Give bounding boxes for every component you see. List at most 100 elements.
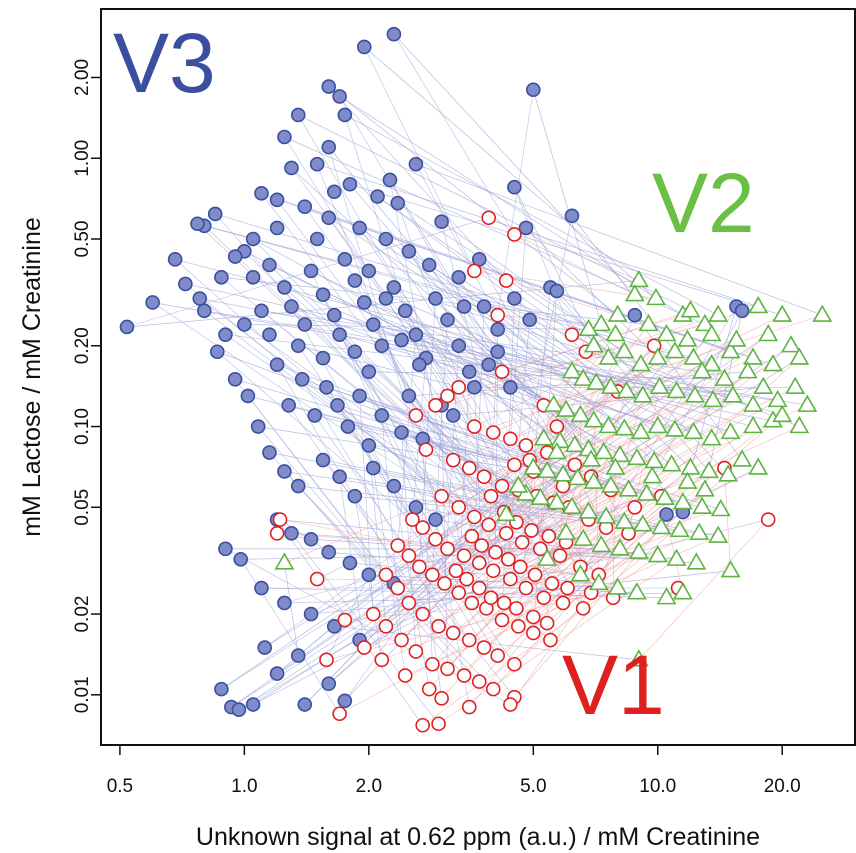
v3-point [371, 190, 384, 203]
v1-point [402, 596, 415, 609]
v3-point [491, 323, 504, 336]
v2-point [691, 524, 708, 539]
v2-point [734, 451, 751, 466]
v1-point [441, 389, 454, 402]
v1-point [419, 443, 432, 456]
v3-point [333, 328, 346, 341]
v1-point [452, 501, 465, 514]
v3-point [285, 300, 298, 313]
v1-point [565, 328, 578, 341]
v1-point [379, 620, 392, 633]
v1-point [577, 602, 590, 615]
v1-point [395, 634, 408, 647]
v1-point [468, 511, 481, 524]
v1-point [561, 582, 574, 595]
v2-point [551, 432, 568, 447]
v1-point [482, 211, 495, 224]
v1-point [484, 490, 497, 503]
v1-point [429, 399, 442, 412]
v3-point [328, 309, 341, 322]
v1-point [375, 653, 388, 666]
v3-point [258, 641, 271, 654]
v3-point [296, 373, 309, 386]
v1-point [541, 617, 554, 630]
v3-point [429, 292, 442, 305]
v1-point [568, 458, 581, 471]
v3-point [367, 462, 380, 475]
v2-point [791, 418, 808, 433]
v3-point [402, 245, 415, 258]
v1-point [458, 669, 471, 682]
v3-point [247, 271, 260, 284]
v1-point [473, 675, 486, 688]
v1-point [463, 462, 476, 475]
v3-point [519, 221, 532, 234]
v3-point [409, 328, 422, 341]
v3-point [215, 271, 228, 284]
v3-point [278, 131, 291, 144]
v1-point [409, 409, 422, 422]
v3-point [387, 28, 400, 41]
v3-point [298, 698, 311, 711]
v3-point [423, 259, 436, 272]
y-tick-label: 0.50 [72, 221, 93, 258]
v3-point [343, 178, 356, 191]
v2-point [688, 554, 705, 569]
v3-point [343, 556, 356, 569]
v1-point [426, 658, 439, 671]
v1-point [550, 420, 563, 433]
v1-point [504, 573, 517, 586]
y-tick-label: 0.01 [72, 676, 93, 713]
v3-point [285, 161, 298, 174]
v2-point [774, 406, 791, 421]
v2-point [787, 378, 804, 393]
y-tick-label: 0.10 [72, 408, 93, 445]
y-tick-label: 0.05 [72, 489, 93, 526]
v1-point [542, 530, 555, 543]
v1-point [519, 439, 532, 452]
v1-point [762, 513, 775, 526]
v3-point [322, 141, 335, 154]
v1-point [338, 614, 351, 627]
v3-point [263, 328, 276, 341]
v3-point [322, 546, 335, 559]
v1-point [432, 717, 445, 730]
v3-point [193, 292, 206, 305]
v3-point [215, 683, 228, 696]
v3-point [413, 358, 426, 371]
v3-point [736, 304, 749, 317]
v3-point [146, 296, 159, 309]
v1-point [502, 553, 515, 566]
v2-point [632, 356, 649, 371]
v2-point [566, 436, 583, 451]
v1-point [311, 573, 324, 586]
v1-point [441, 662, 454, 675]
v3-point [271, 221, 284, 234]
v1-point [432, 620, 445, 633]
v1-point [473, 582, 486, 595]
v1-point [512, 620, 525, 633]
series-v3 [120, 28, 748, 717]
v3-point [353, 221, 366, 234]
v2-point [799, 396, 816, 411]
v3-point [348, 274, 361, 287]
v3-point [305, 608, 318, 621]
v2-point [722, 562, 739, 577]
v3-point [395, 334, 408, 347]
v1-point [491, 649, 504, 662]
v1-point [452, 586, 465, 599]
y-tick-label: 0.02 [72, 596, 93, 633]
v3-point [435, 215, 448, 228]
v3-point [348, 490, 361, 503]
v1-point [482, 518, 495, 531]
label-v3: V3 [113, 16, 216, 110]
v1-point [438, 577, 451, 590]
v3-point [278, 281, 291, 294]
v1-point [274, 513, 287, 526]
v3-point [292, 480, 305, 493]
x-axis-title: Unknown signal at 0.62 ppm (a.u.) / mM C… [196, 823, 760, 851]
v3-point [358, 40, 371, 53]
v3-point [429, 513, 442, 526]
v3-point [508, 181, 521, 194]
